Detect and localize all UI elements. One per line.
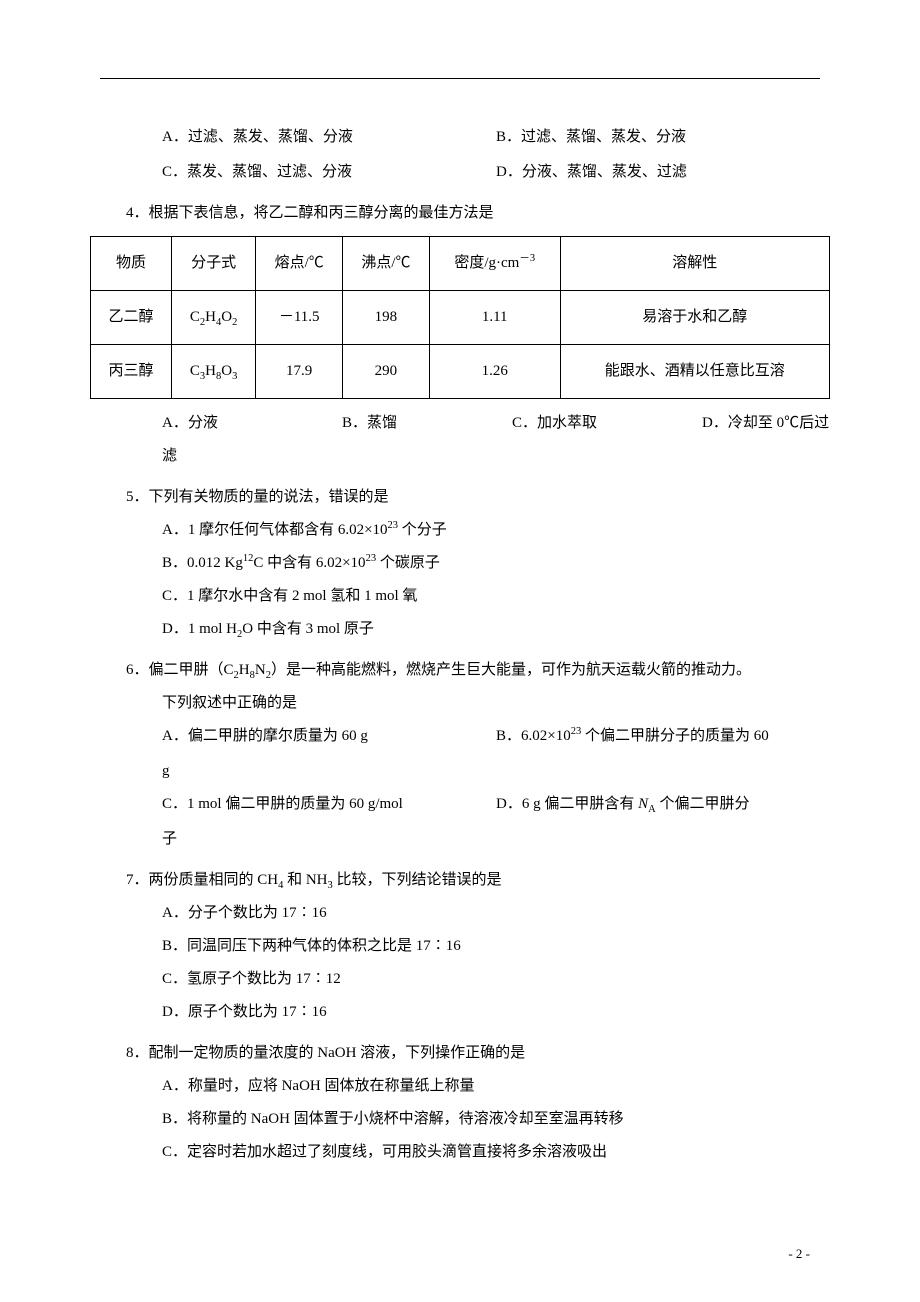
th-density-pre: 密度/g·cm	[454, 255, 519, 271]
page-number: - 2 -	[788, 1246, 810, 1262]
content: A．过滤、蒸发、蒸馏、分液 B．过滤、蒸馏、蒸发、分液 C．蒸发、蒸馏、过滤、分…	[90, 121, 830, 1169]
q4-option-c: C．加水萃取	[512, 407, 702, 440]
q6-option-b: B．6.02×1023 个偏二甲肼分子的质量为 60	[496, 720, 830, 753]
th-melting: 熔点/℃	[256, 237, 343, 291]
th-density: 密度/g·cm－3	[429, 237, 560, 291]
q5-stem: 5．下列有关物质的量的说法，错误的是	[90, 481, 830, 514]
q8-stem: 8．配制一定物质的量浓度的 NaOH 溶液，下列操作正确的是	[90, 1037, 830, 1070]
q6-row1: A．偏二甲肼的摩尔质量为 60 g B．6.02×1023 个偏二甲肼分子的质量…	[90, 720, 830, 753]
q4-option-b: B．蒸馏	[342, 407, 512, 440]
q7-stem: 7．两份质量相同的 CH4 和 NH3 比较，下列结论错误的是	[90, 864, 830, 897]
q5-option-d: D．1 mol H2O 中含有 3 mol 原子	[90, 613, 830, 646]
q7-option-d: D．原子个数比为 17∶16	[90, 996, 830, 1029]
cell-name: 乙二醇	[91, 291, 172, 345]
q5-option-a: A．1 摩尔任何气体都含有 6.02×1023 个分子	[90, 514, 830, 547]
cell-density: 1.26	[429, 345, 560, 399]
q3-option-b: B．过滤、蒸馏、蒸发、分液	[496, 121, 830, 154]
cell-melting: －11.5	[256, 291, 343, 345]
q3-option-d: D．分液、蒸馏、蒸发、过滤	[496, 156, 830, 189]
q4-option-d: D．冷却至 0℃后过	[702, 407, 830, 440]
q3-options-row2: C．蒸发、蒸馏、过滤、分液 D．分液、蒸馏、蒸发、过滤	[90, 156, 830, 189]
q3-option-c: C．蒸发、蒸馏、过滤、分液	[162, 156, 496, 189]
table-row: 乙二醇 C2H4O2 －11.5 198 1.11 易溶于水和乙醇	[91, 291, 830, 345]
q7-option-a: A．分子个数比为 17∶16	[90, 897, 830, 930]
th-density-sup: －3	[519, 253, 535, 264]
q6-stem-line1: 6．偏二甲肼（C2H8N2）是一种高能燃料，燃烧产生巨大能量，可作为航天运载火箭…	[90, 654, 830, 687]
th-boiling: 沸点/℃	[343, 237, 430, 291]
q5-option-c: C．1 摩尔水中含有 2 mol 氢和 1 mol 氧	[90, 580, 830, 613]
q4-options: A．分液 B．蒸馏 C．加水萃取 D．冷却至 0℃后过	[90, 407, 830, 440]
table-row: 丙三醇 C3H8O3 17.9 290 1.26 能跟水、酒精以任意比互溶	[91, 345, 830, 399]
q6-option-b-cont: g	[90, 755, 830, 788]
q5-option-b: B．0.012 Kg12C 中含有 6.02×1023 个碳原子	[90, 547, 830, 580]
cell-formula: C2H4O2	[171, 291, 255, 345]
cell-solubility: 能跟水、酒精以任意比互溶	[560, 345, 829, 399]
cell-boiling: 198	[343, 291, 430, 345]
q8-option-a: A．称量时，应将 NaOH 固体放在称量纸上称量	[90, 1070, 830, 1103]
q8-option-b: B．将称量的 NaOH 固体置于小烧杯中溶解，待溶液冷却至室温再转移	[90, 1103, 830, 1136]
q6-stem-line2: 下列叙述中正确的是	[90, 687, 830, 720]
th-substance: 物质	[91, 237, 172, 291]
cell-name: 丙三醇	[91, 345, 172, 399]
q4-option-a: A．分液	[162, 407, 342, 440]
q4-table: 物质 分子式 熔点/℃ 沸点/℃ 密度/g·cm－3 溶解性 乙二醇 C2H4O…	[90, 236, 830, 399]
q6-option-d-cont: 子	[90, 823, 830, 856]
q3-options-row1: A．过滤、蒸发、蒸馏、分液 B．过滤、蒸馏、蒸发、分液	[90, 121, 830, 154]
q7-option-b: B．同温同压下两种气体的体积之比是 17∶16	[90, 930, 830, 963]
table-header-row: 物质 分子式 熔点/℃ 沸点/℃ 密度/g·cm－3 溶解性	[91, 237, 830, 291]
q6-option-d: D．6 g 偏二甲肼含有 NA 个偏二甲肼分	[496, 788, 830, 821]
q6-option-c: C．1 mol 偏二甲肼的质量为 60 g/mol	[162, 788, 496, 821]
cell-boiling: 290	[343, 345, 430, 399]
q7-option-c: C．氢原子个数比为 17∶12	[90, 963, 830, 996]
q6-option-a: A．偏二甲肼的摩尔质量为 60 g	[162, 720, 496, 753]
cell-formula: C3H8O3	[171, 345, 255, 399]
top-rule	[100, 78, 820, 79]
page: A．过滤、蒸发、蒸馏、分液 B．过滤、蒸馏、蒸发、分液 C．蒸发、蒸馏、过滤、分…	[0, 0, 920, 1302]
q8-option-c: C．定容时若加水超过了刻度线，可用胶头滴管直接将多余溶液吸出	[90, 1136, 830, 1169]
cell-solubility: 易溶于水和乙醇	[560, 291, 829, 345]
q3-option-a: A．过滤、蒸发、蒸馏、分液	[162, 121, 496, 154]
cell-melting: 17.9	[256, 345, 343, 399]
th-solubility: 溶解性	[560, 237, 829, 291]
th-formula: 分子式	[171, 237, 255, 291]
q6-row2: C．1 mol 偏二甲肼的质量为 60 g/mol D．6 g 偏二甲肼含有 N…	[90, 788, 830, 821]
q4-option-d-cont: 滤	[90, 440, 830, 473]
cell-density: 1.11	[429, 291, 560, 345]
q4-stem: 4．根据下表信息，将乙二醇和丙三醇分离的最佳方法是	[90, 197, 830, 230]
